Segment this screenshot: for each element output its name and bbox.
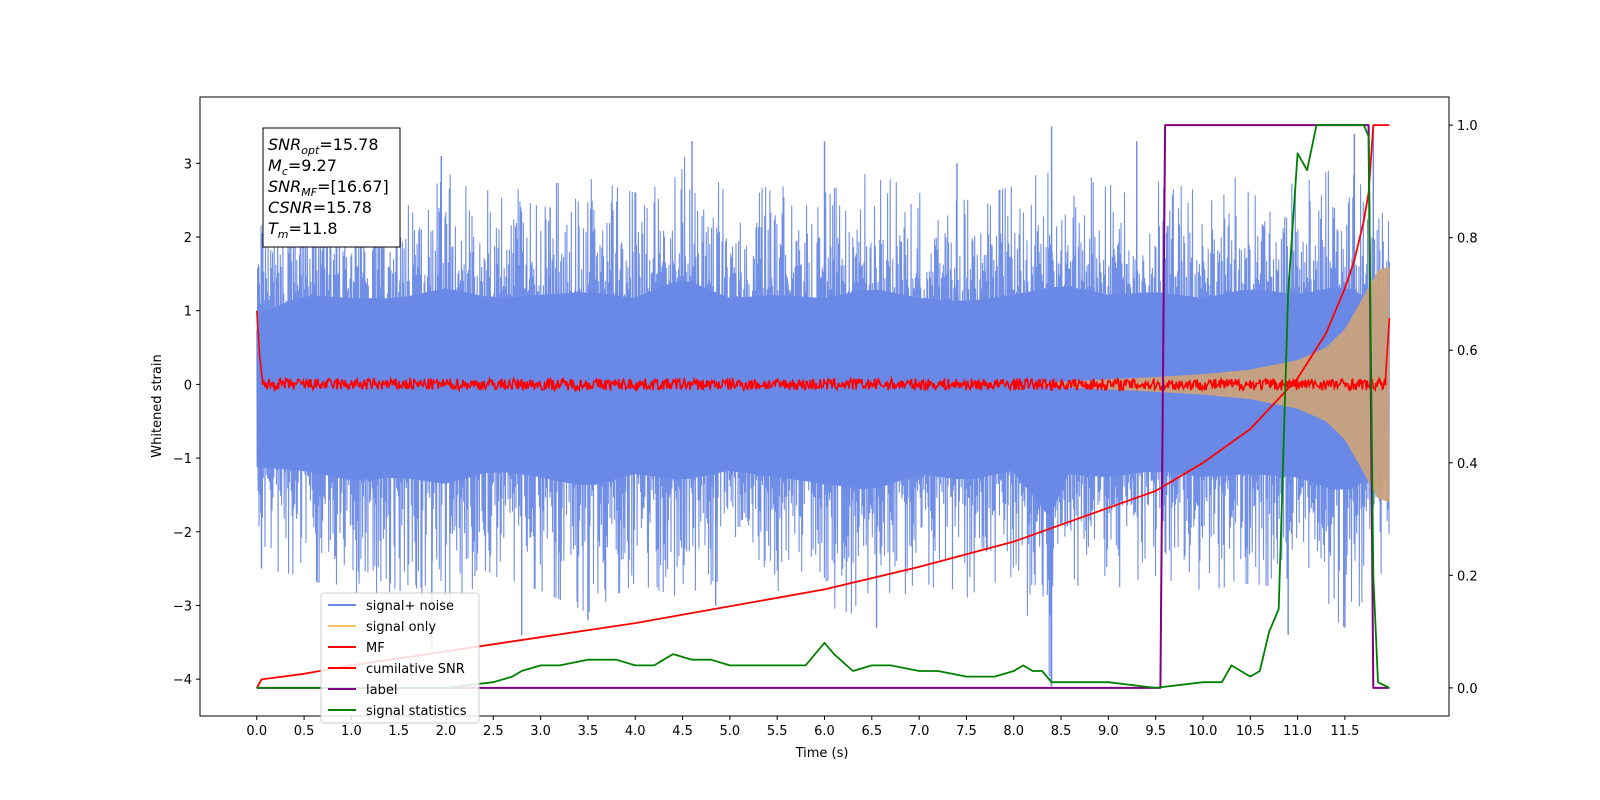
stats-annotation-box: SNRopt=15.78 Mc=9.27 SNRMF=[16.67] CSNR=…	[262, 127, 401, 248]
annotation-snr-opt: SNRopt=15.78	[268, 135, 379, 157]
plot-area	[256, 124, 1391, 689]
x-tick-label: 7.5	[956, 724, 977, 739]
y-left-tick-label: 3	[184, 157, 192, 172]
x-tick-label: 1.0	[341, 724, 362, 739]
x-tick-label: 7.0	[909, 724, 930, 739]
annotation-mc: Mc=9.27	[268, 156, 337, 178]
y-left-tick-label: 1	[184, 305, 192, 320]
x-tick-label: 9.0	[1098, 724, 1119, 739]
x-tick-label: 10.0	[1189, 724, 1218, 739]
x-tick-label: 5.0	[720, 724, 741, 739]
x-tick-label: 2.5	[483, 724, 504, 739]
annotation-snr-mf: SNRMF=[16.67]	[268, 177, 389, 199]
y-left-tick-label: −4	[173, 673, 192, 688]
annotation-csnr: CSNR=15.78	[268, 198, 372, 217]
legend-label: signal statistics	[366, 704, 467, 719]
x-tick-label: 3.5	[578, 724, 599, 739]
x-tick-label: 1.5	[388, 724, 409, 739]
x-tick-label: 4.0	[625, 724, 646, 739]
x-tick-label: 6.5	[861, 724, 882, 739]
y-right-tick-label: 0.0	[1457, 682, 1478, 697]
y-left-tick-label: 0	[184, 378, 192, 393]
label-line	[256, 124, 1390, 689]
x-tick-label: 3.0	[530, 724, 551, 739]
legend-label: label	[366, 683, 397, 698]
y-right-tick-label: 1.0	[1457, 119, 1478, 134]
mf-trace	[256, 310, 1391, 393]
y-left-tick-label: −1	[173, 452, 192, 467]
y-left-tick-label: 2	[184, 231, 192, 246]
y-right-tick-label: 0.6	[1457, 344, 1478, 359]
x-tick-label: 8.5	[1051, 724, 1072, 739]
x-tick-label: 10.5	[1236, 724, 1265, 739]
legend-label: signal only	[366, 620, 436, 635]
x-tick-label: 5.5	[767, 724, 788, 739]
legend: signal+ noise signal only MF cumilative SNR…	[320, 592, 480, 724]
annotation-frame	[262, 127, 401, 248]
legend-label: cumilative SNR	[366, 662, 465, 677]
legend-frame	[320, 592, 480, 724]
x-tick-label: 9.5	[1145, 724, 1166, 739]
legend-label: signal+ noise	[366, 599, 454, 614]
x-tick-label: 0.5	[294, 724, 315, 739]
legend-label: MF	[366, 641, 385, 656]
y-right-tick-label: 0.4	[1457, 457, 1478, 472]
x-tick-label: 4.5	[672, 724, 693, 739]
axis-ticks: 0.0 0.5 1.0 1.5 2.0 2.5 3.0 3.5 4.0 4.5 5.0 5.5 6.0 6…	[173, 119, 1478, 739]
x-tick-label: 11.0	[1283, 724, 1312, 739]
x-tick-label: 0.0	[246, 724, 267, 739]
x-tick-label: 2.0	[436, 724, 457, 739]
x-tick-label: 6.0	[814, 724, 835, 739]
signal-statistics-line	[256, 124, 1390, 689]
y-axis-label-left: Whitened strain	[150, 354, 165, 457]
y-right-tick-label: 0.8	[1457, 232, 1478, 247]
x-tick-label: 11.5	[1330, 724, 1359, 739]
y-left-tick-label: −2	[173, 526, 192, 541]
x-axis-label: Time (s)	[795, 746, 849, 761]
y-left-tick-label: −3	[173, 599, 192, 614]
x-tick-label: 8.0	[1003, 724, 1024, 739]
signal-noise-core	[256, 281, 1390, 518]
y-right-tick-label: 0.2	[1457, 569, 1478, 584]
annotation-tm: Tm=11.8	[268, 219, 338, 241]
